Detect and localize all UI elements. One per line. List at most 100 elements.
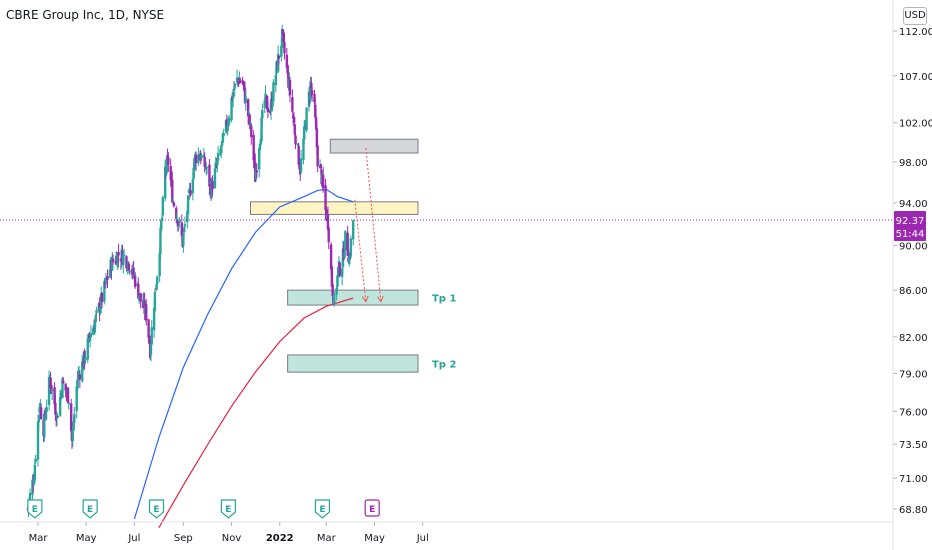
- candle[interactable]: [67, 402, 71, 410]
- candle[interactable]: [106, 269, 109, 288]
- zone-box-3[interactable]: [287, 289, 419, 306]
- candle[interactable]: [293, 116, 296, 137]
- candle[interactable]: [194, 151, 198, 172]
- candle[interactable]: [78, 370, 82, 389]
- candle[interactable]: [216, 145, 220, 165]
- candle[interactable]: [54, 410, 58, 427]
- candle[interactable]: [292, 111, 296, 124]
- candle[interactable]: [309, 76, 312, 103]
- candle[interactable]: [137, 277, 140, 300]
- candle[interactable]: [61, 376, 64, 398]
- candle[interactable]: [220, 144, 223, 159]
- candle[interactable]: [186, 194, 190, 220]
- candle[interactable]: [161, 195, 165, 217]
- candle[interactable]: [261, 103, 264, 127]
- candle[interactable]: [274, 69, 277, 93]
- candle[interactable]: [145, 299, 148, 326]
- candle[interactable]: [39, 403, 43, 420]
- candle[interactable]: [147, 318, 150, 342]
- candle[interactable]: [282, 31, 285, 43]
- candle[interactable]: [321, 166, 325, 193]
- candle[interactable]: [288, 76, 292, 103]
- candle[interactable]: [349, 235, 353, 260]
- candle[interactable]: [132, 260, 135, 279]
- candle[interactable]: [211, 175, 214, 196]
- candle[interactable]: [327, 224, 330, 250]
- candle[interactable]: [248, 112, 251, 130]
- candle[interactable]: [299, 149, 303, 175]
- candle[interactable]: [250, 123, 253, 145]
- candle[interactable]: [153, 291, 157, 313]
- candle[interactable]: [177, 224, 180, 232]
- earnings-event-5[interactable]: E: [314, 499, 330, 519]
- candle[interactable]: [307, 87, 311, 112]
- candle[interactable]: [205, 161, 208, 176]
- candle[interactable]: [33, 458, 37, 483]
- candle[interactable]: [219, 145, 222, 157]
- earnings-event-4[interactable]: E: [220, 499, 236, 519]
- candle[interactable]: [100, 291, 104, 309]
- candle[interactable]: [122, 248, 126, 263]
- earnings-event-3[interactable]: E: [148, 499, 165, 519]
- candle[interactable]: [178, 216, 181, 228]
- moving-average-line-2[interactable]: [158, 297, 354, 528]
- candle[interactable]: [165, 155, 168, 176]
- candle[interactable]: [202, 147, 206, 159]
- candle[interactable]: [283, 34, 286, 60]
- candle[interactable]: [310, 86, 314, 102]
- candle[interactable]: [230, 97, 233, 123]
- candle[interactable]: [333, 291, 336, 307]
- candle[interactable]: [352, 219, 355, 246]
- earnings-event-1[interactable]: E: [27, 499, 43, 519]
- candle[interactable]: [216, 159, 219, 173]
- candle[interactable]: [222, 128, 225, 139]
- candle[interactable]: [258, 146, 261, 178]
- candle[interactable]: [297, 143, 300, 166]
- candle[interactable]: [160, 221, 163, 234]
- candle[interactable]: [34, 454, 37, 465]
- candle[interactable]: [204, 162, 207, 171]
- candle[interactable]: [226, 118, 229, 136]
- projection-arrow-1[interactable]: [354, 199, 369, 303]
- zone-box-4[interactable]: [287, 354, 419, 373]
- candle[interactable]: [51, 388, 54, 400]
- candle[interactable]: [62, 377, 65, 384]
- candle[interactable]: [117, 243, 120, 264]
- candle[interactable]: [111, 254, 115, 265]
- candle[interactable]: [338, 261, 341, 278]
- candle[interactable]: [255, 163, 259, 178]
- candle[interactable]: [56, 415, 59, 418]
- candle[interactable]: [203, 152, 206, 173]
- candle[interactable]: [31, 474, 34, 500]
- candle[interactable]: [265, 94, 269, 110]
- candle[interactable]: [133, 271, 137, 289]
- candle[interactable]: [239, 77, 242, 84]
- candle[interactable]: [227, 114, 231, 127]
- candle[interactable]: [235, 69, 239, 86]
- candle[interactable]: [233, 82, 236, 97]
- candle[interactable]: [45, 399, 48, 421]
- candle[interactable]: [272, 79, 275, 102]
- candle[interactable]: [150, 319, 153, 346]
- candle[interactable]: [139, 293, 142, 309]
- candle[interactable]: [189, 183, 192, 197]
- candle[interactable]: [314, 109, 318, 132]
- candle[interactable]: [37, 414, 40, 431]
- candle[interactable]: [54, 394, 57, 417]
- candle[interactable]: [125, 255, 128, 272]
- candle[interactable]: [94, 313, 97, 328]
- candle[interactable]: [291, 89, 294, 114]
- candle[interactable]: [335, 285, 338, 301]
- candle[interactable]: [231, 89, 235, 108]
- candle[interactable]: [86, 335, 89, 364]
- candle[interactable]: [205, 166, 209, 175]
- candle[interactable]: [331, 280, 334, 300]
- candle[interactable]: [104, 273, 108, 289]
- zone-box-1[interactable]: [329, 138, 419, 154]
- candle[interactable]: [169, 158, 172, 187]
- candle[interactable]: [95, 306, 98, 322]
- candle[interactable]: [38, 402, 41, 415]
- candle[interactable]: [200, 153, 203, 160]
- candle[interactable]: [183, 216, 187, 233]
